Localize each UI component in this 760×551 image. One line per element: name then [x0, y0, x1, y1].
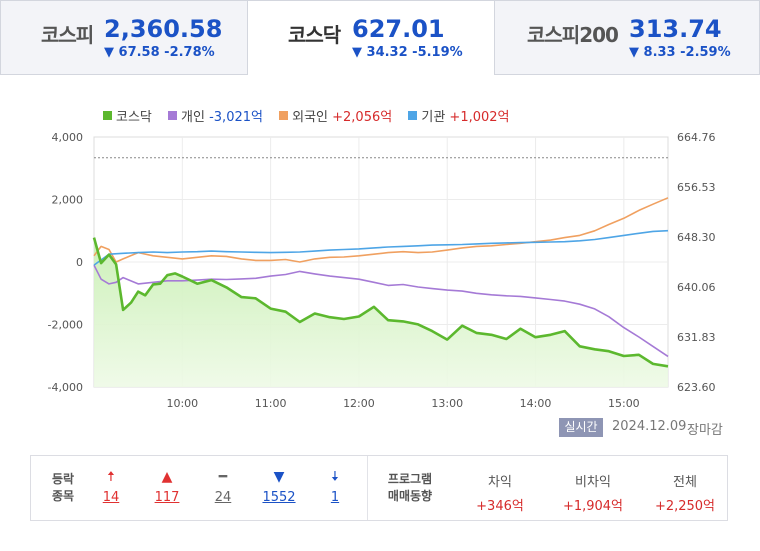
- y-right-tick-label: 623.60: [677, 381, 716, 394]
- program-arbitrage-label: 차익: [488, 475, 512, 490]
- legend-amount-individual: -3,021억: [209, 110, 263, 125]
- y-right-tick-label: 631.83: [677, 331, 716, 344]
- program-non-arbitrage-label: 비차익: [575, 475, 611, 490]
- intraday-chart: 4,000 2,000 0 -2,000 -4,000 664.76 656.53 648.3…: [48, 131, 716, 410]
- legend-label-individual: 개인: [181, 110, 205, 125]
- individual-line: [93, 264, 669, 358]
- tab-kospi-value: 2,360.58: [104, 15, 223, 43]
- x-tick-label: 10:00: [166, 397, 198, 410]
- tab-kosdaq-name: 코스닥: [288, 23, 341, 47]
- kosdaq-area-fill: [94, 237, 668, 387]
- legend-label-kosdaq: 코스닥: [116, 110, 152, 125]
- legend-item-foreign[interactable]: 외국인 +2,056억: [279, 106, 392, 125]
- breadth-section: 등락 종목 🠅 14 ▲ 117 ━ 24 ▼ 1552 🠇 1: [31, 456, 366, 520]
- y-right-tick-label: 648.30: [677, 231, 716, 244]
- market-summary-panel: 등락 종목 🠅 14 ▲ 117 ━ 24 ▼ 1552 🠇 1 프로그램 매매…: [30, 455, 728, 521]
- x-tick-label: 11:00: [255, 397, 287, 410]
- breadth-title-line1: 등락: [51, 472, 75, 486]
- breadth-unchanged[interactable]: ━ 24: [203, 468, 243, 505]
- legend-swatch-foreign: [279, 111, 289, 120]
- tab-kospi200-value: 313.74: [629, 15, 722, 43]
- institution-line: [93, 229, 669, 266]
- x-tick-label: 15:00: [608, 397, 640, 410]
- chart-date: 2024.12.09: [612, 419, 687, 434]
- upper-limit-count[interactable]: 14: [102, 490, 120, 505]
- breadth-title-line2: 종목: [51, 489, 75, 503]
- tab-kospi-name: 코스피: [41, 23, 94, 47]
- breadth-title: 등락 종목: [45, 471, 81, 505]
- legend-label-institution: 기관: [421, 110, 446, 125]
- market-status: 장마감: [687, 423, 723, 438]
- legend-item-institution[interactable]: 기관 +1,002억: [408, 106, 510, 125]
- program-total-label: 전체: [673, 475, 697, 490]
- program-trading-section: 프로그램 매매동향 차익 +346억 비차익 +1,904억 전체 +2,250…: [367, 456, 730, 520]
- foreign-line: [93, 197, 669, 263]
- program-title: 프로그램 매매동향: [382, 471, 438, 505]
- tab-kospi200-name: 코스피200: [527, 23, 619, 47]
- lower-limit-icon: 🠇: [331, 469, 339, 485]
- kosdaq-line: [92, 237, 669, 368]
- lower-limit-count[interactable]: 1: [330, 490, 340, 505]
- tab-kospi200[interactable]: 코스피200 313.74 ▼ 8.33 -2.59%: [494, 0, 760, 75]
- y-left-tick-label: 4,000: [52, 131, 84, 144]
- legend-label-foreign: 외국인: [292, 110, 328, 125]
- program-title-line1: 프로그램: [387, 472, 433, 486]
- chart-legend: 코스닥 개인 -3,021억 외국인 +2,056억 기관 +1,002억: [103, 106, 522, 125]
- breadth-upper-limit[interactable]: 🠅 14: [91, 468, 131, 505]
- y-left-tick-label: -4,000: [48, 381, 83, 394]
- realtime-badge[interactable]: 실시간: [559, 418, 603, 437]
- y-right-tick-label: 664.76: [677, 131, 716, 144]
- tab-kospi[interactable]: 코스피 2,360.58 ▼ 67.58 -2.78%: [0, 0, 248, 75]
- falling-count[interactable]: 1552: [262, 490, 296, 505]
- rising-icon: ▲: [161, 469, 173, 485]
- breadth-falling[interactable]: ▼ 1552: [259, 468, 299, 505]
- program-non-arbitrage-value: +1,904억: [562, 499, 624, 514]
- upper-limit-icon: 🠅: [107, 469, 115, 485]
- index-tabs: 코스피 2,360.58 ▼ 67.58 -2.78% 코스닥 627.01 ▼…: [0, 0, 760, 76]
- program-total-value: +2,250억: [654, 499, 716, 514]
- rising-count[interactable]: 117: [154, 490, 180, 505]
- unchanged-icon: ━: [218, 469, 228, 485]
- tab-kosdaq-value: 627.01: [352, 15, 445, 43]
- x-tick-label: 12:00: [343, 397, 375, 410]
- legend-amount-institution: +1,002억: [449, 110, 510, 125]
- legend-amount-foreign: +2,056억: [332, 110, 393, 125]
- x-tick-label: 13:00: [431, 397, 463, 410]
- breadth-lower-limit[interactable]: 🠇 1: [315, 468, 355, 505]
- y-left-tick-label: -2,000: [48, 319, 83, 332]
- legend-swatch-kosdaq: [103, 111, 112, 120]
- program-arbitrage: 차익 +346억: [460, 471, 540, 514]
- program-arbitrage-value: +346억: [476, 499, 524, 514]
- legend-swatch-institution: [408, 111, 418, 120]
- y-left-tick-label: 2,000: [52, 194, 84, 207]
- y-right-tick-label: 656.53: [677, 181, 716, 194]
- breadth-rising[interactable]: ▲ 117: [147, 468, 187, 505]
- y-left-tick-label: 0: [76, 256, 83, 269]
- legend-swatch-individual: [168, 111, 178, 120]
- tab-kospi200-change: ▼ 8.33 -2.59%: [629, 45, 731, 60]
- program-non-arbitrage: 비차익 +1,904억: [548, 471, 638, 514]
- falling-icon: ▼: [273, 469, 285, 485]
- legend-item-individual[interactable]: 개인 -3,021억: [168, 106, 263, 125]
- program-total: 전체 +2,250억: [640, 471, 730, 514]
- tab-kosdaq-change: ▼ 34.32 -5.19%: [352, 45, 463, 60]
- unchanged-count[interactable]: 24: [214, 490, 232, 505]
- tab-kosdaq[interactable]: 코스닥 627.01 ▼ 34.32 -5.19%: [248, 0, 494, 75]
- y-right-tick-label: 640.06: [677, 281, 716, 294]
- legend-item-kosdaq[interactable]: 코스닥: [103, 106, 152, 125]
- program-title-line2: 매매동향: [387, 489, 433, 503]
- x-tick-label: 14:00: [520, 397, 552, 410]
- tab-kospi-change: ▼ 67.58 -2.78%: [104, 45, 215, 60]
